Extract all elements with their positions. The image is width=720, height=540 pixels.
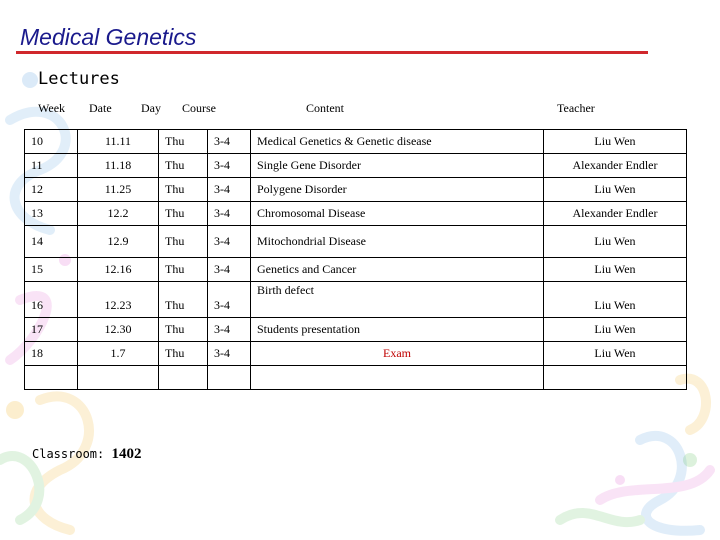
cell-date: 12.30 [77,317,159,342]
birth-defect-label: Birth defect [257,283,314,297]
table-row: 15 12.16 Thu 3-4 Genetics and Cancer Liu… [24,257,687,282]
cell-content: Single Gene Disorder [250,153,544,178]
cell-content [250,365,544,390]
header-day: Day [141,101,161,115]
cell-course: 3-4 [207,225,251,258]
cell-content: Students presentation [250,317,544,342]
cell-date: 12.16 [77,257,159,282]
cell-teacher [543,365,687,390]
cell-week: 18 [24,341,78,366]
header-course: Course [182,101,216,115]
cell-course: 3-4 [207,153,251,178]
classroom-info: Classroom: 1402 [32,446,141,463]
cell-course: 3-4 [207,177,251,202]
cell-content: Genetics and Cancer [250,257,544,282]
cell-week: 10 [24,129,78,154]
cell-day: Thu [158,177,208,202]
cell-course: 3-4 [207,341,251,366]
cell-week: 13 [24,201,78,226]
cell-teacher: Liu Wen [543,129,687,154]
cell-teacher: Liu Wen [543,257,687,282]
cell-day: Thu [158,317,208,342]
cell-week: 16 [24,281,78,318]
cell-week [24,365,78,390]
cell-course: 3-4 [207,281,251,318]
header-content: Content [306,101,344,115]
title-divider [16,51,648,54]
cell-day: Thu [158,201,208,226]
cell-day: Thu [158,257,208,282]
header-date: Date [89,101,112,115]
cell-day [158,365,208,390]
table-row: 11 11.18 Thu 3-4 Single Gene Disorder Al… [24,153,687,178]
table-row: 12 11.25 Thu 3-4 Polygene Disorder Liu W… [24,177,687,202]
classroom-label: Classroom: [32,447,105,461]
cell-day: Thu [158,225,208,258]
table-row: 16 12.23 Thu 3-4 Birth defect Liu Wen [24,281,687,318]
header-teacher: Teacher [557,101,595,115]
cell-date: 12.9 [77,225,159,258]
cell-course [207,365,251,390]
cell-week: 11 [24,153,78,178]
table-row: 10 11.11 Thu 3-4 Medical Genetics & Gene… [24,129,687,154]
cell-date: 11.25 [77,177,159,202]
cell-date: 1.7 [77,341,159,366]
cell-content: Polygene Disorder [250,177,544,202]
header-week: Week [38,101,66,115]
cell-content: Birth defect [250,281,544,318]
table-row: 17 12.30 Thu 3-4 Students presentation L… [24,317,687,342]
cell-date [77,365,159,390]
cell-course: 3-4 [207,201,251,226]
cell-teacher: Liu Wen [543,281,687,318]
cell-day: Thu [158,129,208,154]
classroom-number: 1402 [111,446,142,462]
table-row: 14 12.9 Thu 3-4 Mitochondrial Disease Li… [24,225,687,258]
cell-date: 11.11 [77,129,159,154]
cell-week: 15 [24,257,78,282]
schedule-table: 10 11.11 Thu 3-4 Medical Genetics & Gene… [24,129,687,390]
cell-day: Thu [158,341,208,366]
cell-date: 12.23 [77,281,159,318]
cell-teacher: Liu Wen [543,177,687,202]
cell-course: 3-4 [207,129,251,154]
cell-date: 12.2 [77,201,159,226]
cell-teacher: Liu Wen [543,317,687,342]
cell-week: 17 [24,317,78,342]
cell-content: Chromosomal Disease [250,201,544,226]
cell-course: 3-4 [207,317,251,342]
section-subtitle: Lectures [38,69,120,89]
cell-day: Thu [158,281,208,318]
cell-teacher: Liu Wen [543,225,687,258]
cell-week: 12 [24,177,78,202]
cell-teacher: Alexander Endler [543,153,687,178]
cell-content: Mitochondrial Disease [250,225,544,258]
cell-date: 11.18 [77,153,159,178]
cell-course: 3-4 [207,257,251,282]
cell-week: 14 [24,225,78,258]
table-row: 18 1.7 Thu 3-4 Exam Liu Wen [24,341,687,366]
cell-teacher: Liu Wen [543,341,687,366]
table-row [24,365,687,390]
cell-content: Medical Genetics & Genetic disease [250,129,544,154]
cell-teacher: Alexander Endler [543,201,687,226]
table-row: 13 12.2 Thu 3-4 Chromosomal Disease Alex… [24,201,687,226]
cell-content: Exam [250,341,544,366]
cell-day: Thu [158,153,208,178]
slide-title: Medical Genetics [20,24,197,50]
